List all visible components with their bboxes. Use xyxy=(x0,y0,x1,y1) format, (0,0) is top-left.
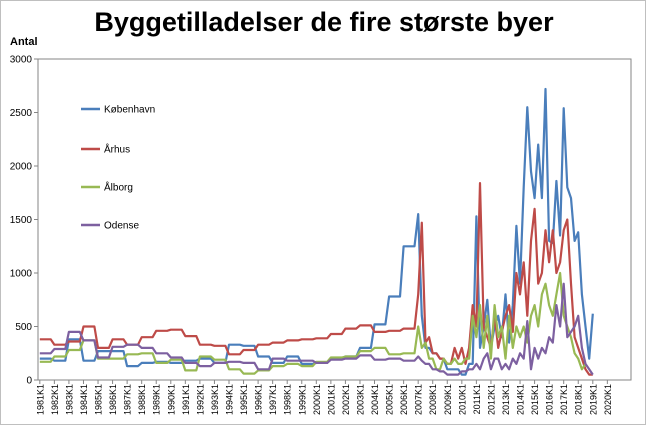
x-tick-label: 1997K1 xyxy=(268,384,278,415)
legend-label: København xyxy=(104,105,155,116)
y-tick-label: 0 xyxy=(26,376,32,387)
legend-label: Odense xyxy=(104,221,139,232)
x-tick-label: 2012K1 xyxy=(486,384,496,415)
x-tick-label: 1983K1 xyxy=(64,384,74,415)
x-tick-label: 1994K1 xyxy=(224,384,234,415)
x-tick-label: 2007K1 xyxy=(414,384,424,415)
x-tick-label: 2010K1 xyxy=(457,384,467,415)
x-tick-label: 1982K1 xyxy=(50,384,60,415)
y-tick-label: 3000 xyxy=(10,55,33,66)
x-tick-label: 1985K1 xyxy=(94,384,104,415)
y-tick-label: 500 xyxy=(15,322,32,333)
x-tick-label: 2015K1 xyxy=(530,384,540,415)
series-line--lborg xyxy=(39,271,587,375)
y-tick-label: 1500 xyxy=(10,215,33,226)
x-tick-label: 2009K1 xyxy=(443,384,453,415)
plot-area-border xyxy=(37,58,632,381)
x-tick-label: 2017K1 xyxy=(559,384,569,415)
y-tick-label: 2500 xyxy=(10,108,33,119)
x-tick-label: 2018K1 xyxy=(574,384,584,415)
x-tick-label: 1986K1 xyxy=(108,384,118,415)
x-tick-label: 2016K1 xyxy=(545,384,555,415)
x-tick-label: 2006K1 xyxy=(399,384,409,415)
chart-title: Byggetilladelser de fire største byer xyxy=(94,7,554,37)
series-lines xyxy=(39,87,594,376)
x-tick-label: 1999K1 xyxy=(297,384,307,415)
x-tick-label: 2020K1 xyxy=(603,384,613,415)
legend-label: Århus xyxy=(104,143,130,156)
legend-label: Ålborg xyxy=(104,181,133,194)
x-tick-label: 2000K1 xyxy=(312,384,322,415)
x-tick-label: 1989K1 xyxy=(152,384,162,415)
x-tick-label: 1988K1 xyxy=(137,384,147,415)
x-tick-label: 2013K1 xyxy=(501,384,511,415)
x-tick-label: 1990K1 xyxy=(166,384,176,415)
x-tick-label: 1996K1 xyxy=(254,384,264,415)
x-tick-label: 1984K1 xyxy=(79,384,89,415)
y-tick-label: 1000 xyxy=(10,269,33,280)
x-tick-label: 2014K1 xyxy=(516,384,526,415)
x-tick-label: 2008K1 xyxy=(428,384,438,415)
y-axis-ticks: 0 500 1000 1500 2000 2500 3000 xyxy=(10,55,38,387)
x-tick-label: 1991K1 xyxy=(181,384,191,415)
x-tick-label: 2019K1 xyxy=(588,384,598,415)
x-tick-label: 1998K1 xyxy=(283,384,293,415)
x-tick-label: 1992K1 xyxy=(195,384,205,415)
x-axis-ticks: 1981K1 1982K1 1983K1 1984K1 1985K1 1986K1 1987… xyxy=(35,380,613,415)
x-tick-label: 2011K1 xyxy=(472,384,482,414)
x-tick-label: 2002K1 xyxy=(341,384,351,415)
legend: København Århus Ålborg Odense xyxy=(81,105,155,232)
axes xyxy=(37,58,632,381)
x-tick-label: 2001K1 xyxy=(326,384,336,415)
x-tick-label: 2003K1 xyxy=(355,384,365,415)
y-axis-title: Antal xyxy=(10,36,38,48)
x-tick-label: 1981K1 xyxy=(35,384,45,415)
x-tick-label: 2004K1 xyxy=(370,384,380,415)
x-tick-label: 2005K1 xyxy=(385,384,395,415)
x-tick-label: 1993K1 xyxy=(210,384,220,415)
x-tick-label: 1995K1 xyxy=(239,384,249,415)
series-line-odense xyxy=(39,282,594,376)
y-tick-label: 2000 xyxy=(10,162,33,173)
x-tick-label: 1987K1 xyxy=(123,384,133,415)
